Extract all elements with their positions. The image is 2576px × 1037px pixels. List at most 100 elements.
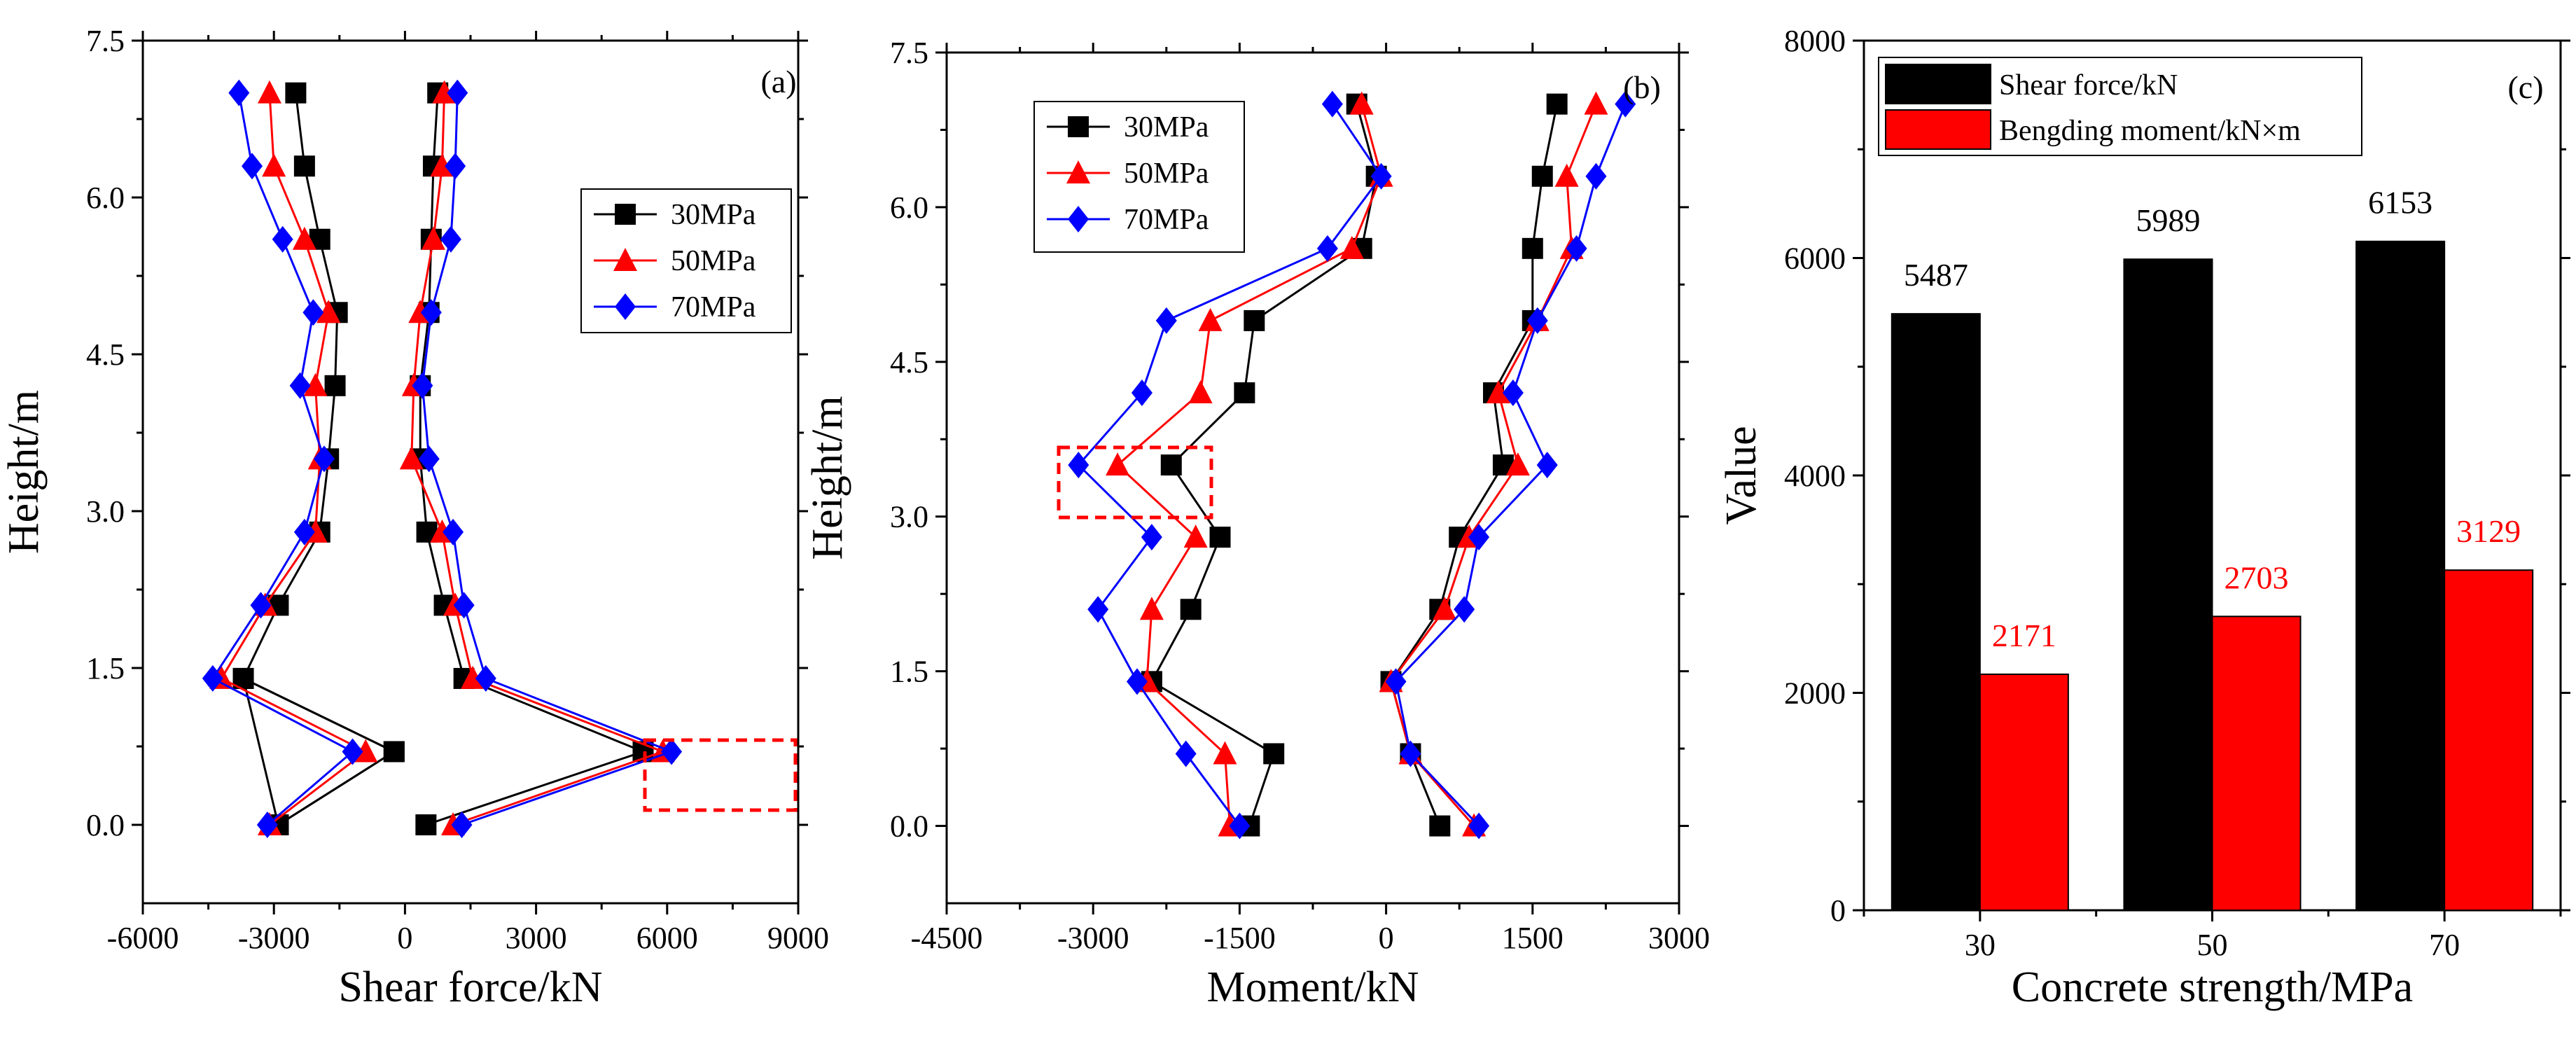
- data-point: [250, 592, 272, 619]
- legend-label: Shear force/kN: [1999, 69, 2178, 102]
- legend-marker: [1066, 160, 1090, 183]
- data-point: [1316, 235, 1338, 262]
- legend: 30MPa 50MPa 70MPa: [1033, 101, 1245, 253]
- y-tick-label: 2000: [1784, 676, 1846, 711]
- x-tick-label: -4500: [911, 921, 983, 955]
- data-point: [1209, 527, 1231, 548]
- legend-marker: [1068, 116, 1089, 137]
- data-point: [1349, 91, 1374, 115]
- bar-value-label: 2703: [2225, 559, 2289, 595]
- data-point: [1468, 524, 1490, 551]
- data-point: [1198, 307, 1223, 331]
- legend: Shear force/kN Bengding moment/kN×m: [1878, 57, 2362, 156]
- x-tick-label: 0: [397, 921, 412, 955]
- bar-Bengding moment/kN×m: [2444, 569, 2534, 912]
- data-point: [293, 155, 315, 177]
- data-point: [432, 80, 457, 104]
- legend-marker: [615, 204, 636, 225]
- y-tick-label: 3.0: [890, 500, 928, 534]
- data-point: [1536, 452, 1558, 479]
- data-point: [1526, 307, 1548, 334]
- bar-Shear force/kN: [2355, 240, 2446, 911]
- data-point: [399, 446, 424, 470]
- y-tick-label: 8000: [1784, 24, 1846, 58]
- y-tick-label: 1.5: [86, 651, 125, 685]
- data-point: [1400, 740, 1421, 767]
- data-point: [1370, 162, 1392, 190]
- series-line: [220, 92, 368, 826]
- data-point: [412, 372, 433, 399]
- data-point: [1139, 597, 1164, 620]
- y-axis-title: Value: [1718, 426, 1765, 524]
- data-point: [289, 372, 311, 399]
- bar-value-label: 2171: [1992, 618, 2056, 653]
- legend-label: Bengding moment/kN×m: [1999, 115, 2301, 147]
- data-point: [1087, 596, 1109, 623]
- bar-value-label: 5989: [2136, 202, 2200, 238]
- data-point: [342, 738, 363, 765]
- data-point: [202, 664, 223, 692]
- data-point: [302, 299, 324, 326]
- data-point: [443, 518, 464, 545]
- data-point: [313, 445, 335, 473]
- data-point: [1339, 235, 1364, 259]
- data-point: [1160, 454, 1182, 476]
- x-tick-label: -3000: [1057, 921, 1129, 955]
- data-point: [451, 812, 473, 838]
- x-tick-label: 6000: [636, 921, 698, 955]
- y-tick-label: 7.5: [890, 36, 928, 70]
- data-point: [293, 518, 315, 545]
- data-point: [1126, 668, 1148, 695]
- x-tick-label: 50: [2197, 928, 2228, 962]
- bar-Bengding moment/kN×m: [2211, 615, 2302, 911]
- legend: 30MPa 50MPa 70MPa: [580, 188, 792, 333]
- legend-swatch: [1885, 64, 1991, 104]
- legend-marker: [613, 248, 637, 271]
- x-tick-label: 70: [2429, 928, 2460, 962]
- bar-value-label: 5487: [1904, 257, 1968, 293]
- data-point: [1229, 812, 1251, 840]
- series-line: [1389, 104, 1559, 827]
- panel-a-shear-force-chart: -6000 -3000 0 3000 6000 9000 0.0 1.5 3.0 4.5 6.0 7.…: [0, 24, 829, 1011]
- data-point: [1522, 237, 1543, 259]
- data-point: [421, 226, 445, 250]
- x-tick-label: 3000: [506, 921, 567, 955]
- highlight-box: [1057, 445, 1213, 520]
- data-point: [272, 225, 293, 253]
- panel-label: (a): [760, 64, 796, 99]
- legend-label: 70MPa: [1124, 204, 1209, 236]
- data-point: [1131, 380, 1153, 406]
- data-point: [1106, 452, 1130, 476]
- legend-marker: [615, 293, 636, 320]
- bar-Shear force/kN: [1891, 313, 1981, 911]
- panel-c-bar-chart: 0 2000 4000 6000 8000 30 5487 2171 50 5989 2703 70 6…: [1718, 24, 2570, 1011]
- legend-label: 30MPa: [671, 199, 756, 231]
- panel-label: (c): [2507, 69, 2543, 105]
- y-axis-title: Height/m: [0, 390, 48, 554]
- x-axis-title: Moment/kN: [1206, 963, 1419, 1011]
- legend-label: 50MPa: [671, 245, 756, 277]
- data-point: [1615, 90, 1636, 118]
- x-tick-label: 1500: [1502, 921, 1564, 955]
- data-point: [257, 80, 281, 104]
- data-point: [1321, 90, 1343, 118]
- x-axis-title: Concrete strength/MPa: [2012, 963, 2413, 1011]
- y-tick-label: 0.0: [890, 809, 928, 844]
- data-point: [1068, 452, 1089, 479]
- legend-label: 50MPa: [1124, 158, 1209, 190]
- data-point: [1183, 524, 1208, 548]
- x-tick-label: 3000: [1648, 921, 1710, 955]
- data-point: [1584, 91, 1608, 115]
- data-point: [1180, 599, 1202, 620]
- data-point: [1531, 165, 1553, 187]
- x-tick-label: -1500: [1204, 921, 1276, 955]
- y-tick-label: 4000: [1784, 459, 1846, 493]
- data-point: [1505, 452, 1530, 476]
- data-point: [1263, 743, 1285, 765]
- data-point: [1244, 309, 1265, 331]
- data-point: [1585, 162, 1607, 190]
- data-point: [1155, 307, 1177, 334]
- data-point: [1141, 524, 1162, 551]
- x-tick-label: 0: [1379, 921, 1394, 955]
